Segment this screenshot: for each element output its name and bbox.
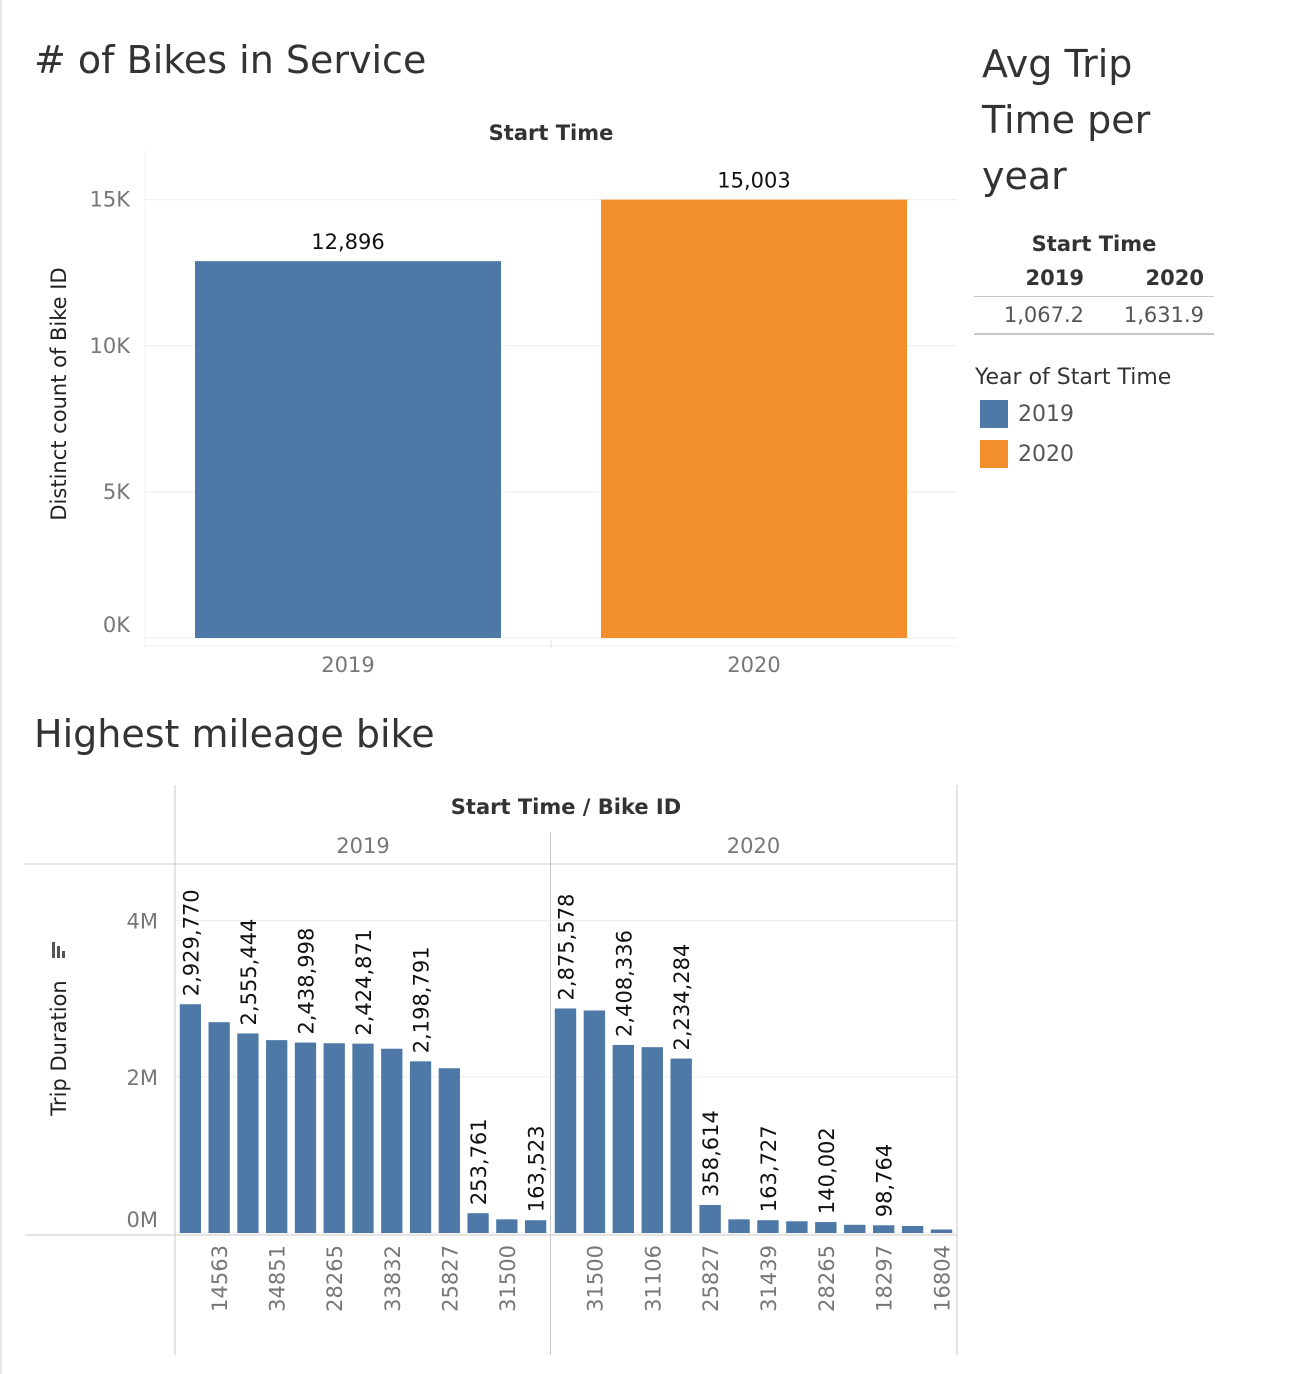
sort-icon-bar (52, 942, 55, 958)
bar (583, 1010, 606, 1233)
bar (901, 1225, 924, 1233)
bar (844, 1224, 866, 1233)
bar-value-label: 98,764 (873, 1144, 897, 1217)
x-tick-label: 28265 (323, 1245, 347, 1312)
bar-value-label: 2,438,998 (294, 928, 318, 1035)
bar-value-label: 2,424,871 (352, 929, 376, 1036)
bar-value-label: 15,003 (717, 169, 790, 193)
x-tick-label: 31439 (757, 1245, 781, 1312)
y-axis-title: Trip Duration (47, 980, 71, 1116)
bar (612, 1044, 635, 1233)
bar (467, 1213, 489, 1233)
column-header: Start Time / Bike ID (451, 795, 681, 819)
avg-table-value-row: 1,067.2 1,631.9 (974, 297, 1214, 335)
x-tick-label: 31500 (583, 1245, 607, 1312)
x-tick-label: 28265 (815, 1245, 839, 1312)
avg-table-col-2019: 2019 (1025, 266, 1084, 290)
year-legend[interactable]: Year of Start Time 2019 2020 (975, 362, 1171, 474)
bikes-in-service-title: # of Bikes in Service (34, 38, 427, 82)
bar (930, 1229, 953, 1233)
x-tick-label: 31500 (496, 1245, 520, 1312)
bar-value-label: 2,234,284 (670, 944, 694, 1051)
y-tick-label: 0K (103, 613, 131, 637)
x-tick-label: 33832 (381, 1245, 405, 1312)
bar (381, 1048, 403, 1233)
bar (266, 1040, 288, 1233)
left-border (0, 0, 2, 1374)
bar-value-label: 2,198,791 (410, 946, 434, 1053)
y-tick-label: 10K (90, 334, 132, 358)
bar (670, 1058, 692, 1233)
pane-header-2020: 2020 (727, 834, 780, 858)
bikes-in-service-chart: Start Time 0K 5K 10K 15K Distinct count of Bi… (47, 121, 957, 677)
bar (179, 1004, 202, 1233)
legend-swatch-2020 (980, 440, 1008, 468)
bar (641, 1047, 663, 1233)
bar (699, 1204, 721, 1233)
bar-value-label: 12,896 (311, 230, 384, 254)
bar (815, 1222, 837, 1233)
bar-value-label: 253,761 (467, 1118, 491, 1205)
sort-icon[interactable] (52, 942, 65, 958)
bar (237, 1033, 259, 1233)
y-axis-title: Distinct count of Bike ID (47, 267, 71, 520)
legend-label-2020: 2020 (1018, 441, 1074, 467)
bar (208, 1022, 230, 1233)
bar-value-label: 358,614 (699, 1110, 723, 1197)
bar (294, 1042, 317, 1233)
x-tick-label: 16804 (931, 1245, 955, 1312)
y-tick-label: 4M (127, 910, 158, 934)
highest-mileage-title: Highest mileage bike (34, 712, 435, 756)
x-tick-label: 2019 (321, 653, 374, 677)
bar (323, 1043, 345, 1233)
x-tick-label: 25827 (699, 1245, 723, 1312)
sort-icon-bar (57, 946, 60, 958)
pane-header-2019: 2019 (336, 834, 389, 858)
x-tick-label: 34851 (266, 1245, 290, 1312)
avg-table-header: Start Time (1031, 232, 1157, 256)
x-tick-label: 25827 (438, 1245, 462, 1312)
bar (496, 1219, 518, 1233)
bar-value-label: 2,929,770 (179, 889, 203, 996)
bar (524, 1220, 547, 1233)
avg-table-col-2020: 2020 (1145, 266, 1204, 290)
bar-2019 (195, 261, 501, 638)
column-header: Start Time (489, 121, 614, 145)
bar-value-label: 163,727 (757, 1125, 781, 1212)
avg-table-year-row: 2019 2020 (974, 260, 1214, 297)
legend-title: Year of Start Time (975, 365, 1172, 390)
avg-trip-time-title: Avg Trip Time per year (982, 42, 1151, 198)
bar (554, 1008, 577, 1233)
y-tick-label: 5K (103, 480, 131, 504)
bar-value-label: 163,523 (525, 1125, 549, 1212)
bar (352, 1043, 374, 1233)
bar (757, 1220, 779, 1233)
bar-value-label: 2,875,578 (554, 894, 578, 1001)
bar-value-label: 2,408,336 (612, 930, 636, 1037)
bar (872, 1225, 895, 1233)
bar-value-label: 140,002 (815, 1127, 839, 1214)
x-tick-label: 14563 (208, 1245, 232, 1312)
sort-icon-bar (62, 951, 65, 958)
y-tick-label: 15K (90, 188, 132, 212)
y-tick-label: 0M (127, 1208, 158, 1232)
bar-value-label: 2,555,444 (237, 919, 261, 1026)
x-tick-label: 18297 (873, 1245, 897, 1312)
legend-item-2020[interactable]: 2020 (975, 434, 1171, 474)
avg-table-value-2020: 1,631.9 (1123, 303, 1204, 327)
legend-item-2019[interactable]: 2019 (975, 394, 1171, 434)
legend-swatch-2019 (980, 400, 1008, 428)
bar-2020 (601, 199, 907, 638)
x-tick-label: 31106 (641, 1245, 665, 1312)
avg-trip-time-table: Start Time 2019 2020 1,067.2 1,631.9 (974, 228, 1214, 335)
bar (409, 1061, 432, 1233)
legend-label-2019: 2019 (1018, 401, 1074, 427)
y-tick-label: 2M (127, 1066, 158, 1090)
x-tick-label: 2020 (727, 653, 780, 677)
bar (438, 1068, 460, 1233)
avg-table-value-2019: 1,067.2 (1003, 303, 1084, 327)
bar (728, 1219, 750, 1233)
bar (786, 1221, 808, 1233)
